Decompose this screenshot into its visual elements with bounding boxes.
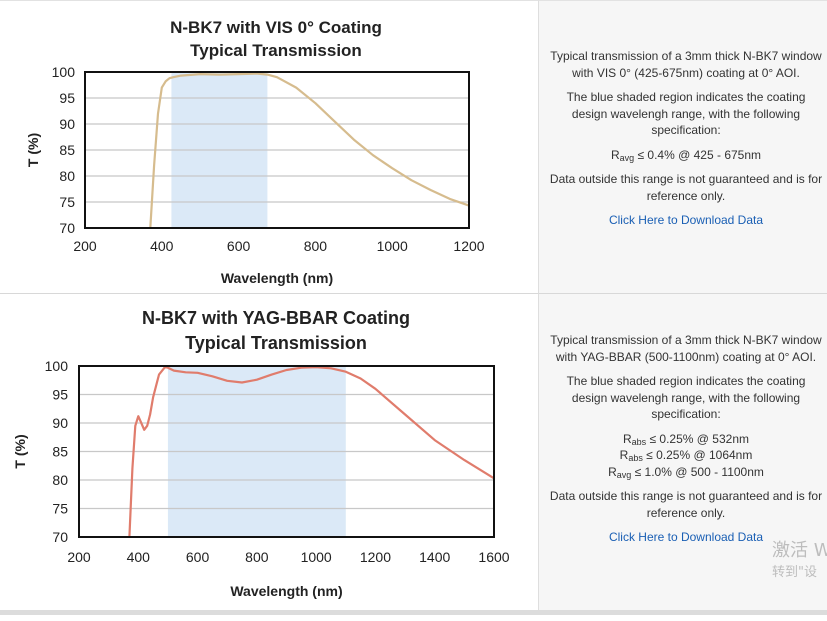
transmission-chart-yag-bbar: N-BK7 with YAG-BBAR Coating Typical Trans…	[12, 308, 510, 599]
spec-subscript: abs	[628, 453, 643, 463]
y-tick-label: 95	[59, 90, 75, 106]
description-cell-vis0: Typical transmission of a 3mm thick N-BK…	[538, 0, 827, 293]
bottom-divider	[0, 610, 827, 615]
description-spec-intro: The blue shaded region indicates the coa…	[566, 374, 806, 421]
y-tick-label: 100	[45, 358, 69, 374]
spec-list: Rabs ≤ 0.25% @ 532nm Rabs ≤ 0.25% @ 1064…	[549, 431, 823, 481]
spec-list: Ravg ≤ 0.4% @ 425 - 675nm	[549, 147, 823, 164]
spec-item: Rabs ≤ 0.25% @ 1064nm	[549, 447, 823, 464]
description-spec-intro: The blue shaded region indicates the coa…	[566, 90, 806, 137]
y-tick-label: 90	[52, 415, 68, 431]
x-tick-label: 1400	[419, 549, 450, 565]
product-row-vis0: N-BK7 with VIS 0° Coating Typical Transmi…	[0, 0, 827, 293]
y-tick-label: 95	[52, 387, 68, 403]
chart-cell-yag-bbar: N-BK7 with YAG-BBAR Coating Typical Trans…	[0, 293, 538, 615]
y-tick-label: 75	[59, 194, 75, 210]
download-data-link[interactable]: Click Here to Download Data	[608, 530, 764, 544]
spec-item: Ravg ≤ 1.0% @ 500 - 1100nm	[549, 464, 823, 481]
transmission-series-line	[149, 72, 470, 229]
transmission-series-line	[128, 366, 495, 538]
spec-text: ≤ 0.4% @ 425 - 675nm	[634, 147, 762, 162]
y-tick-label: 100	[52, 64, 76, 80]
y-axis-label: T (%)	[12, 434, 28, 468]
x-tick-label: 1600	[478, 549, 509, 565]
description-cell-yag-bbar: Typical transmission of a 3mm thick N-BK…	[538, 293, 827, 615]
x-tick-label: 1200	[453, 238, 484, 254]
y-tick-label: 90	[59, 116, 75, 132]
spec-symbol: R	[610, 147, 620, 162]
chart-subtitle: Typical Transmission	[185, 333, 367, 353]
spec-subscript: avg	[619, 152, 635, 163]
x-axis-label: Wavelength (nm)	[221, 270, 333, 286]
spec-symbol: R	[619, 448, 629, 462]
spec-item: Rabs ≤ 0.25% @ 532nm	[549, 431, 823, 448]
plot-frame	[78, 365, 495, 538]
x-tick-label: 800	[245, 549, 269, 565]
chart-cell-vis0: N-BK7 with VIS 0° Coating Typical Transmi…	[0, 0, 538, 293]
spec-text: ≤ 1.0% @ 500 - 1100nm	[631, 464, 764, 479]
x-tick-label: 400	[150, 238, 174, 254]
x-tick-label: 800	[304, 238, 328, 254]
spec-subscript: avg	[616, 469, 632, 480]
x-tick-label: 400	[127, 549, 151, 565]
spec-text: ≤ 0.25% @ 532nm	[646, 431, 750, 446]
description-disclaimer: Data outside this range is not guarantee…	[549, 489, 823, 520]
y-tick-label: 85	[52, 444, 68, 460]
spec-item: Ravg ≤ 0.4% @ 425 - 675nm	[549, 147, 823, 164]
x-tick-label: 200	[67, 549, 91, 565]
y-tick-label: 85	[59, 142, 75, 158]
description-intro: Typical transmission of a 3mm thick N-BK…	[550, 49, 822, 80]
x-tick-label: 600	[186, 549, 210, 565]
spec-symbol: R	[608, 464, 617, 479]
y-axis-label: T (%)	[25, 133, 41, 167]
x-tick-label: 1200	[360, 549, 391, 565]
plot-frame	[84, 71, 470, 229]
x-tick-label: 600	[227, 238, 251, 254]
y-tick-label: 70	[59, 220, 75, 236]
y-tick-label: 70	[52, 529, 68, 545]
download-data-link[interactable]: Click Here to Download Data	[608, 213, 764, 227]
x-axis-label: Wavelength (nm)	[230, 583, 342, 599]
y-tick-label: 80	[59, 168, 75, 184]
chart-title: N-BK7 with YAG-BBAR Coating	[142, 308, 410, 328]
y-tick-label: 80	[52, 472, 68, 488]
product-row-yag-bbar: N-BK7 with YAG-BBAR Coating Typical Trans…	[0, 293, 827, 615]
y-tick-label: 75	[52, 501, 68, 517]
x-tick-label: 200	[73, 238, 97, 254]
description-vis0: Typical transmission of a 3mm thick N-BK…	[549, 48, 823, 229]
x-tick-label: 1000	[301, 549, 332, 565]
chart-title: N-BK7 with VIS 0° Coating	[170, 18, 382, 37]
os-activation-watermark-line1: 激活 W	[772, 540, 827, 561]
os-activation-watermark-line2: 转到"设	[772, 565, 817, 580]
spec-symbol: R	[622, 431, 632, 446]
chart-subtitle: Typical Transmission	[190, 41, 362, 60]
transmission-chart-vis0: N-BK7 with VIS 0° Coating Typical Transmi…	[25, 18, 485, 286]
spec-subscript: abs	[631, 436, 647, 447]
description-yag-bbar: Typical transmission of a 3mm thick N-BK…	[549, 332, 823, 546]
x-tick-label: 1000	[377, 238, 408, 254]
spec-text: ≤ 0.25% @ 1064nm	[642, 448, 753, 462]
description-intro: Typical transmission of a 3mm thick N-BK…	[550, 333, 822, 364]
description-disclaimer: Data outside this range is not guarantee…	[549, 172, 823, 203]
